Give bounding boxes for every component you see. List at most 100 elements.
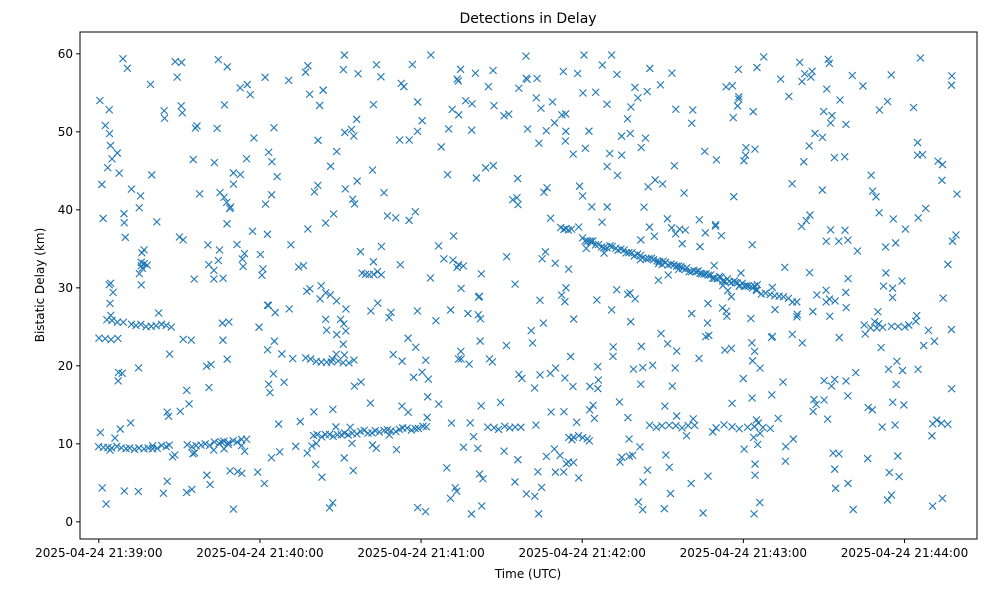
detection-marker [392,445,401,454]
detection-marker [210,438,219,446]
detection-marker [135,203,144,212]
detection-marker [737,269,745,277]
detection-marker [586,382,594,391]
detection-marker [891,239,900,247]
detection-marker [704,472,712,481]
detection-marker [590,414,599,423]
detection-marker [163,477,172,486]
detection-marker [242,154,251,163]
detection-marker [797,222,806,231]
detection-marker [939,294,948,303]
detection-marker [154,309,163,317]
detection-marker [752,415,761,424]
detection-marker [223,355,232,364]
detection-marker [101,121,110,130]
detection-marker [657,329,665,338]
detection-marker [421,356,430,365]
detection-marker [717,231,726,240]
detection-marker [261,200,270,209]
detection-marker [870,317,879,326]
detection-marker [138,264,147,273]
detection-marker [121,233,130,242]
detection-marker [270,123,278,132]
detection-marker [728,81,737,90]
detection-marker [424,375,433,383]
detection-marker [750,347,759,356]
detection-marker [380,188,388,197]
detection-marker [561,137,570,145]
detection-marker [747,339,756,347]
detection-marker [795,58,804,67]
detection-marker [603,162,612,171]
detection-marker [164,412,173,421]
detection-marker [449,256,457,265]
detection-marker [319,86,328,95]
detection-marker [454,77,463,85]
detection-marker [734,65,743,74]
detection-marker [824,55,833,64]
x-tick-label: 2025-04-24 21:40:00 [196,546,323,560]
detection-marker [766,290,775,299]
detection-marker [391,427,400,436]
detection-marker [882,269,890,277]
detection-marker [592,296,601,304]
detection-marker [822,298,831,306]
detection-marker [918,150,927,159]
detection-marker [948,237,957,246]
detection-marker [136,192,145,200]
detection-marker [405,136,414,144]
detection-marker [467,126,476,135]
detection-marker [665,421,674,430]
detection-marker [872,192,880,201]
detection-marker [700,147,709,156]
detection-marker [119,54,127,63]
detection-marker [613,171,622,180]
detection-marker [377,72,385,81]
x-axis-ticks: 2025-04-24 21:39:00 2025-04-24 21:40:00 20… [35,539,968,560]
detection-marker [301,354,310,362]
detection-marker [137,261,146,270]
detection-marker [369,257,378,266]
y-axis-title: Bistatic Delay (km) [33,228,47,343]
detection-marker [103,163,112,172]
detection-marker [127,320,136,329]
detection-marker [788,179,797,188]
detection-marker [547,408,555,416]
detection-marker [623,114,632,123]
detection-marker [334,357,343,365]
detection-marker [253,468,262,477]
detection-marker [822,85,831,94]
detection-marker [294,263,303,271]
detection-marker [919,341,928,350]
detection-marker [461,96,470,105]
detection-marker [340,351,349,359]
detection-marker [830,465,839,474]
x-tick-label: 2025-04-24 21:42:00 [518,546,645,560]
detection-marker [873,307,882,316]
detection-marker [189,449,197,458]
detection-marker [613,70,621,79]
detection-marker [623,290,632,299]
detection-marker [322,326,331,335]
detection-marker [672,412,681,420]
detection-marker [771,305,779,314]
detection-marker [523,125,532,133]
detection-marker [641,134,650,143]
detection-marker [660,504,669,513]
detection-marker [353,177,362,185]
detection-marker [818,133,827,142]
detection-marker [638,363,647,372]
detection-marker [800,69,809,78]
detection-marker [339,65,348,74]
detection-marker [398,402,406,410]
detection-marker [263,301,272,310]
detection-marker [834,237,843,246]
detection-marker [522,52,530,60]
detection-marker [99,214,108,223]
detection-marker [303,225,312,233]
detection-marker [369,100,378,109]
detection-marker [255,323,263,332]
x-tick-label: 2025-04-24 21:44:00 [841,546,968,560]
